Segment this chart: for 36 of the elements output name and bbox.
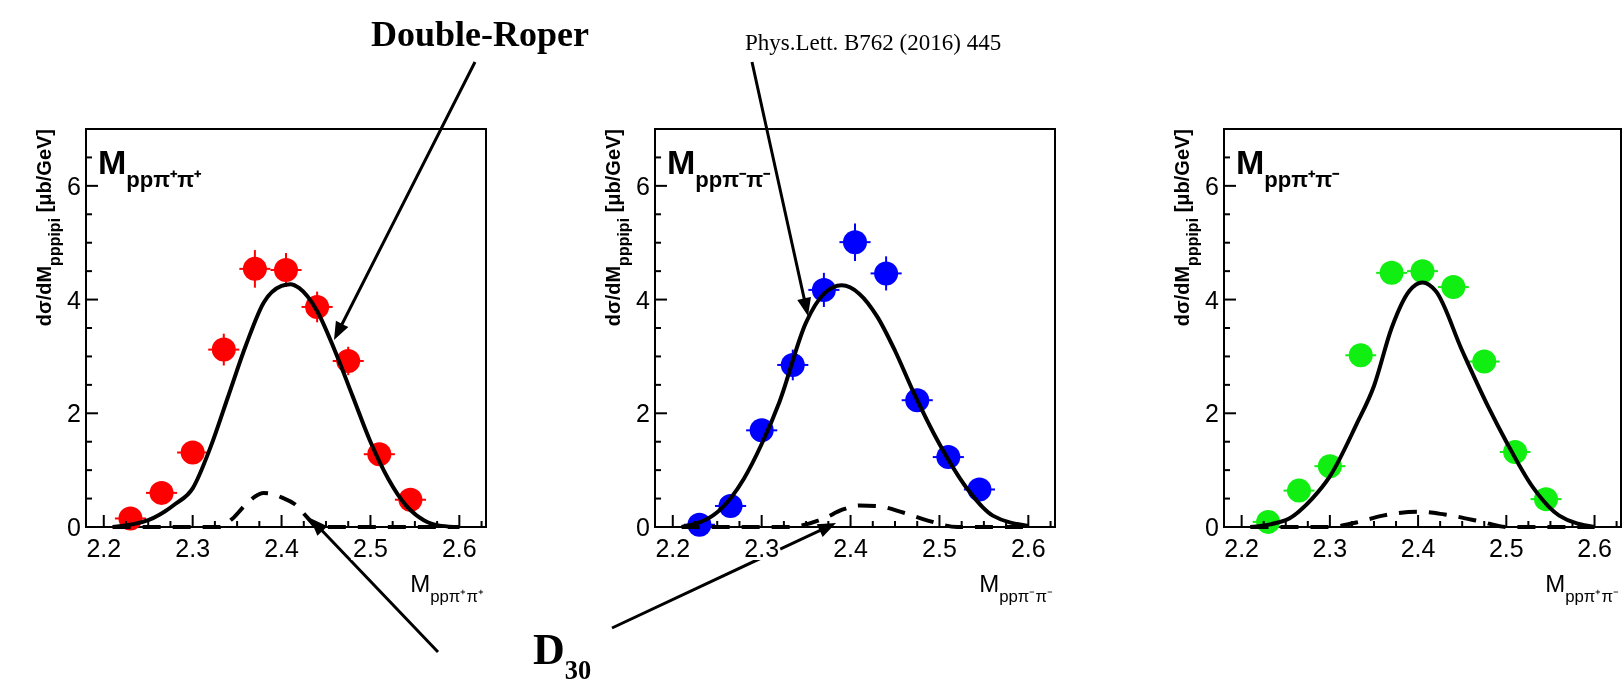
- text: M$_{ppπ⁻π⁻}$: [667, 143, 772, 192]
- y-tick-label: 6: [67, 171, 81, 200]
- x-tick-label: 2.3: [744, 534, 780, 562]
- y-tick-label: 0: [1205, 513, 1219, 541]
- x-tick-label: 2.4: [264, 534, 300, 562]
- y-tick-label: 6: [636, 171, 650, 200]
- x-tick-label: 2.6: [1577, 534, 1612, 562]
- y-tick-label: 4: [636, 285, 651, 314]
- x-axis-title: M$_{ppπ⁻π⁻}$: [979, 570, 1053, 606]
- text: M$_{ppπ⁺π⁻}$: [1236, 143, 1341, 192]
- y-tick-label: 0: [636, 513, 650, 541]
- text: Phys.Lett. B762 (2016) 445: [745, 30, 1002, 55]
- y-tick-label: 2: [1205, 399, 1219, 428]
- y-tick-label: 4: [1205, 285, 1220, 314]
- x-tick-label: 2.2: [86, 534, 122, 562]
- x-tick-label: 2.5: [353, 534, 388, 562]
- x-tick-label: 2.6: [441, 534, 477, 562]
- x-tick-label: 2.3: [175, 534, 211, 562]
- x-tick-label: 2.2: [655, 534, 691, 562]
- x-tick-label: 2.5: [922, 534, 957, 562]
- x-tick-label: 2.5: [1488, 534, 1524, 562]
- text: Double-Roper: [371, 14, 590, 54]
- text: M$_{ppπ⁺π⁺}$: [98, 143, 203, 192]
- x-axis-title: M$_{ppπ⁺π⁻}$: [1545, 570, 1619, 606]
- y-tick-label: 0: [67, 513, 81, 541]
- y-tick-label: 2: [636, 399, 650, 428]
- y-tick-label: 2: [67, 399, 81, 428]
- text: D$_{30}$: [532, 625, 592, 685]
- x-tick-label: 2.4: [1400, 534, 1436, 562]
- x-tick-label: 2.6: [1010, 534, 1046, 562]
- x-tick-label: 2.4: [833, 534, 869, 562]
- y-tick-label: 4: [67, 285, 82, 314]
- x-tick-label: 2.3: [1312, 534, 1348, 562]
- y-tick-label: 6: [1205, 171, 1219, 200]
- x-axis-title: M$_{ppπ⁺π⁺}$: [410, 570, 484, 606]
- x-tick-label: 2.2: [1224, 534, 1260, 562]
